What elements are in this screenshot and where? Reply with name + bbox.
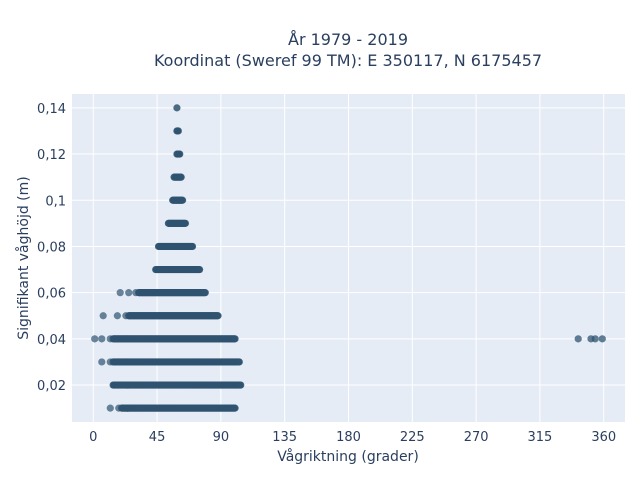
x-tick-label: 135 [272, 430, 297, 445]
x-tick-label: 0 [89, 430, 97, 445]
data-point [99, 312, 107, 320]
data-point [106, 404, 114, 412]
y-tick-label: 0,06 [37, 287, 66, 302]
data-point [214, 312, 222, 320]
y-tick-label: 0,02 [37, 379, 66, 394]
y-axis-label: Signifikant våghöjd (m) [15, 176, 32, 339]
y-axis-ticks: 0,02 0,04 0,06 0,08 0,1 0,12 0,14 [37, 102, 66, 394]
data-point [235, 358, 243, 366]
data-point [598, 335, 606, 343]
data-point [231, 404, 239, 412]
x-tick-label: 45 [149, 430, 166, 445]
data-points [91, 104, 606, 412]
x-tick-label: 180 [336, 430, 361, 445]
data-point [116, 289, 124, 297]
y-tick-label: 0,08 [37, 240, 66, 255]
x-axis-label: Vågriktning (grader) [277, 448, 419, 465]
y-tick-label: 0,12 [37, 148, 66, 163]
data-point [176, 150, 184, 158]
x-tick-label: 315 [528, 430, 553, 445]
data-point [574, 335, 582, 343]
x-tick-label: 360 [591, 430, 616, 445]
x-axis-ticks: 0 45 90 135 180 225 270 315 360 [89, 430, 616, 445]
data-point [174, 127, 182, 135]
data-point [177, 173, 185, 181]
x-tick-label: 90 [213, 430, 230, 445]
data-point [179, 196, 187, 204]
y-tick-label: 0,1 [45, 194, 66, 209]
data-point [231, 335, 239, 343]
data-point [591, 335, 599, 343]
data-point [181, 219, 190, 227]
y-tick-label: 0,14 [37, 102, 66, 117]
data-point [201, 289, 209, 297]
chart-title-line2: Koordinat (Sweref 99 TM): E 350117, N 61… [154, 51, 542, 70]
x-tick-label: 225 [400, 430, 425, 445]
data-point [98, 358, 106, 366]
chart-title-line1: År 1979 - 2019 [288, 30, 408, 49]
data-point [98, 335, 106, 343]
data-point [173, 104, 181, 112]
data-point [196, 265, 204, 274]
data-point [125, 289, 133, 297]
x-tick-label: 270 [464, 430, 489, 445]
y-tick-label: 0,04 [37, 333, 66, 348]
data-point [188, 242, 197, 251]
data-point [91, 335, 99, 343]
gridlines [72, 94, 625, 422]
data-point [113, 312, 121, 320]
data-point [237, 381, 245, 389]
